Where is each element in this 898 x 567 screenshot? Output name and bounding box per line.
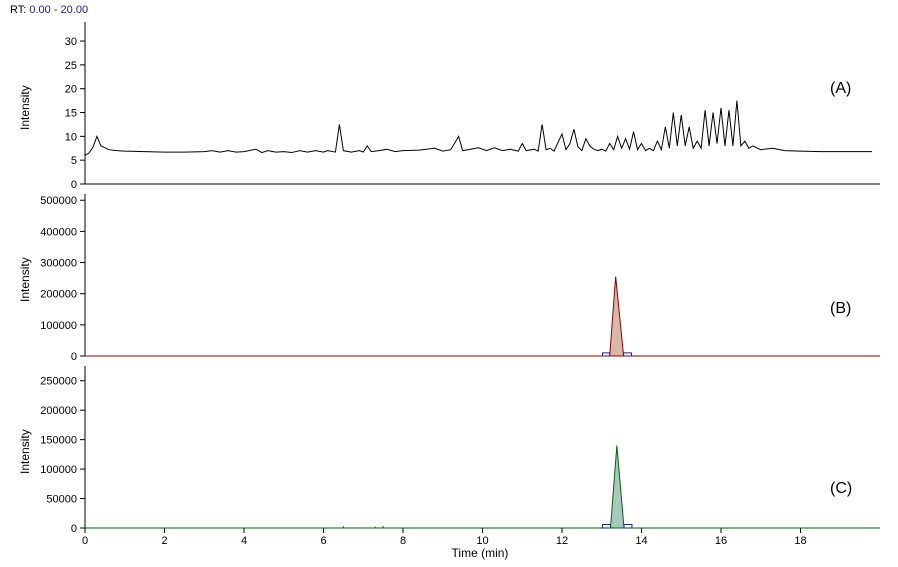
- svg-text:0: 0: [71, 179, 77, 191]
- svg-text:0: 0: [71, 523, 77, 535]
- yaxis-label-a: Intensity: [18, 85, 32, 130]
- svg-text:200000: 200000: [40, 405, 77, 417]
- svg-text:20: 20: [65, 84, 77, 96]
- svg-text:250000: 250000: [40, 376, 77, 388]
- svg-text:25: 25: [65, 60, 77, 72]
- svg-text:15: 15: [65, 108, 77, 120]
- svg-text:16: 16: [715, 535, 727, 547]
- yaxis-label-b: Intensity: [18, 257, 32, 302]
- rt-range-label: RT: 0.00 - 20.00: [10, 4, 88, 16]
- svg-text:12: 12: [556, 535, 568, 547]
- svg-text:0: 0: [71, 351, 77, 363]
- svg-text:50000: 50000: [46, 494, 77, 506]
- chart-svg: 0510152025300100000200000300000400000500…: [0, 0, 898, 567]
- rt-prefix: RT:: [10, 4, 29, 16]
- svg-text:100000: 100000: [40, 320, 77, 332]
- panel-a-label: (A): [830, 80, 851, 98]
- svg-text:5: 5: [71, 155, 77, 167]
- svg-text:30: 30: [65, 36, 77, 48]
- rt-value: 0.00 - 20.00: [29, 4, 88, 16]
- chromatogram-page: RT: 0.00 - 20.00 (A) (B) (C) Intensity I…: [0, 0, 898, 567]
- svg-text:6: 6: [320, 535, 326, 547]
- svg-text:100000: 100000: [40, 464, 77, 476]
- svg-text:18: 18: [794, 535, 806, 547]
- svg-text:0: 0: [82, 535, 88, 547]
- svg-text:2: 2: [161, 535, 167, 547]
- svg-text:400000: 400000: [40, 226, 77, 238]
- svg-text:14: 14: [635, 535, 647, 547]
- svg-text:8: 8: [400, 535, 406, 547]
- svg-text:150000: 150000: [40, 435, 77, 447]
- svg-text:300000: 300000: [40, 258, 77, 270]
- panel-b-label: (B): [830, 300, 851, 318]
- xaxis-label: Time (min): [430, 546, 530, 560]
- svg-text:4: 4: [241, 535, 247, 547]
- panel-c-label: (C): [830, 480, 852, 498]
- svg-text:200000: 200000: [40, 289, 77, 301]
- svg-text:10: 10: [65, 131, 77, 143]
- svg-text:500000: 500000: [40, 195, 77, 207]
- yaxis-label-c: Intensity: [18, 429, 32, 474]
